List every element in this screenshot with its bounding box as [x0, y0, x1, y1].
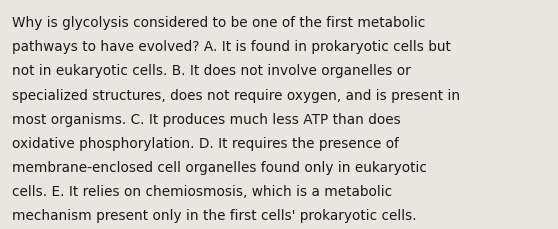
Text: not in eukaryotic cells. B. It does not involve organelles or: not in eukaryotic cells. B. It does not …: [12, 64, 411, 78]
Text: pathways to have evolved? A. It is found in prokaryotic cells but: pathways to have evolved? A. It is found…: [12, 40, 451, 54]
Text: most organisms. C. It produces much less ATP than does: most organisms. C. It produces much less…: [12, 112, 401, 126]
Text: oxidative phosphorylation. D. It requires the presence of: oxidative phosphorylation. D. It require…: [12, 136, 399, 150]
Text: specialized structures, does not require oxygen, and is present in: specialized structures, does not require…: [12, 88, 460, 102]
Text: membrane-enclosed cell organelles found only in eukaryotic: membrane-enclosed cell organelles found …: [12, 160, 427, 174]
Text: mechanism present only in the first cells' prokaryotic cells.: mechanism present only in the first cell…: [12, 208, 417, 222]
Text: Why is glycolysis considered to be one of the first metabolic: Why is glycolysis considered to be one o…: [12, 16, 426, 30]
Text: cells. E. It relies on chemiosmosis, which is a metabolic: cells. E. It relies on chemiosmosis, whi…: [12, 184, 392, 198]
